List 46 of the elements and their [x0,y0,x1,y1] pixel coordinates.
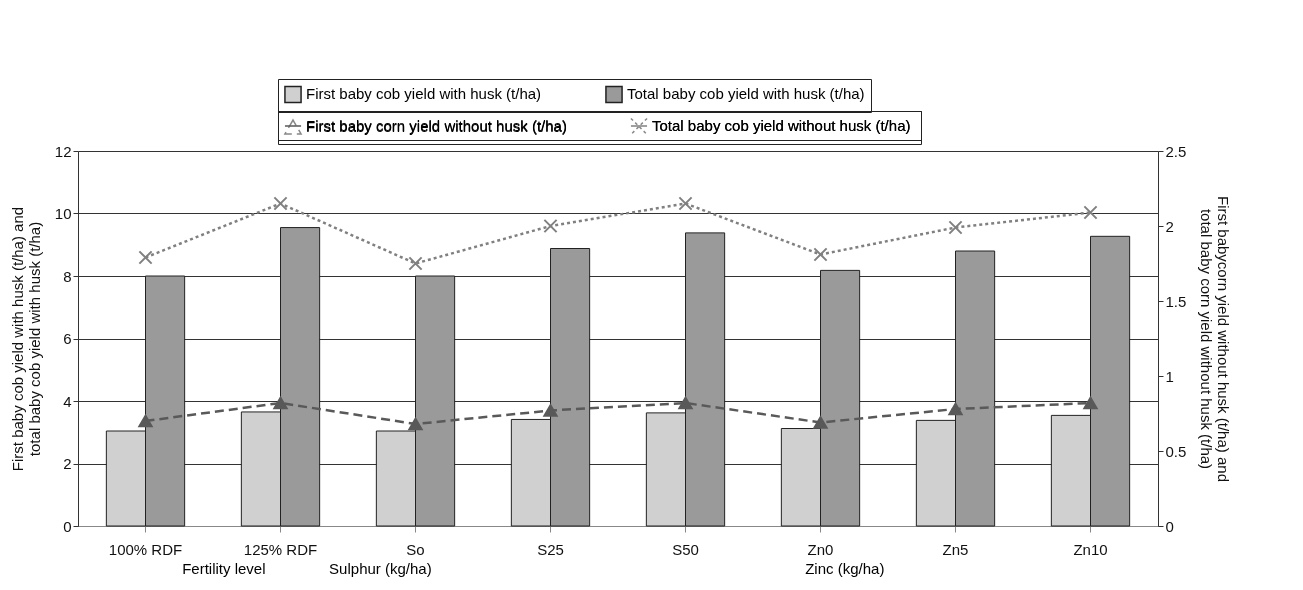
x-tick-label: So [406,540,425,558]
x-tick-label: Zn5 [942,540,969,558]
y2-tick-label: 1 [1165,367,1174,385]
point [138,414,153,428]
y2-tick-label: 1.5 [1165,292,1187,310]
point [813,416,828,429]
point [678,196,693,211]
point [948,220,963,235]
legend-label: Total baby cob yield without husk (t/ha) [652,117,911,134]
y-tick-label: 0 [63,517,72,535]
x-tick-label: Zn10 [1073,540,1108,558]
y-tick-label: 6 [63,330,72,347]
y-tick-label: 4 [63,392,72,410]
x-tick-label: 100% RDF [108,540,183,558]
y-tick-label: 12 [54,142,72,160]
point [543,218,558,234]
point [1083,396,1098,410]
point [678,396,693,410]
x-tick-label: Zn0 [807,540,834,558]
text: Zinc (kg/ha) [805,560,885,577]
x-tick-label: S50 [672,540,699,558]
y-tick-label: 8 [63,267,72,285]
y2-tick-label: 2.5 [1165,142,1187,160]
text: Sulphur (kg/ha) [329,560,432,577]
point [813,247,828,262]
point [138,250,153,265]
point [1083,205,1098,220]
point [408,256,423,271]
point [948,402,963,416]
point [408,417,423,431]
y2-tick-label: 0.5 [1165,442,1187,460]
y-tick-label: 10 [54,205,72,222]
point [273,196,288,211]
y2-tick-label: 0 [1165,517,1174,535]
y-tick-label: 2 [63,455,72,472]
point [273,396,288,410]
legend-label: Total baby cob yield with husk (t/ha) [627,85,865,103]
y2-tick-label: 2 [1165,217,1174,235]
x-tick-label: S25 [537,540,564,558]
y-axis-title: First baby cob yield with husk (t/ha) and total baby cob yield with husk (t/ha) [8,206,43,472]
legend-label: First baby corn yield without husk (t/ha) [306,117,567,134]
x-tick-label: 125% RDF [243,540,318,558]
point [543,404,558,417]
y2-axis-title: First babycorn yield without husk (t/ha) and total baby corn yield without husk (t/ha) [1198,196,1233,482]
text: Fertility level [182,560,266,577]
legend-label: First baby cob yield with husk (t/ha) [306,85,542,103]
